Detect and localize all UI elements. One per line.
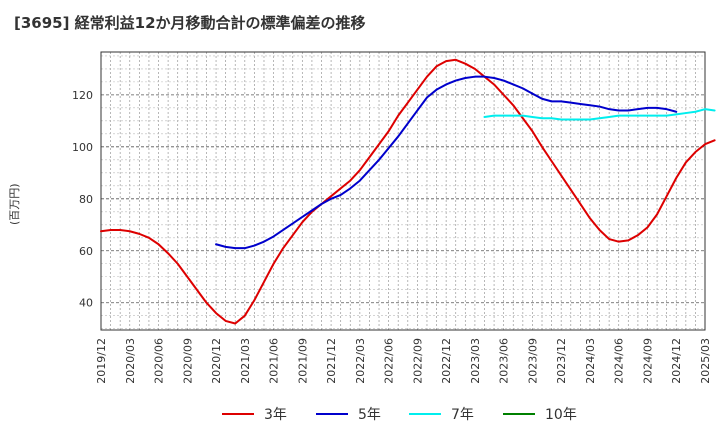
series-line-5年 xyxy=(215,75,678,250)
y-tick-label: 60 xyxy=(79,245,93,258)
x-tick-label: 2023/03 xyxy=(469,338,482,384)
x-tick-label: 2021/09 xyxy=(296,338,309,384)
series-line-7年 xyxy=(483,108,716,121)
x-tick-label: 2023/12 xyxy=(555,338,568,384)
x-tick-label: 2020/12 xyxy=(210,338,223,384)
x-tick-label: 2025/03 xyxy=(699,338,712,384)
y-tick-label: 100 xyxy=(72,141,93,154)
x-tick-label: 2022/12 xyxy=(440,338,453,384)
legend-label-10年: 10年 xyxy=(545,407,577,423)
x-tick-label: 2020/03 xyxy=(124,338,137,384)
x-tick-label: 2024/06 xyxy=(613,338,626,384)
x-tick-label: 2020/09 xyxy=(181,338,194,384)
x-tick-label: 2021/03 xyxy=(239,338,252,384)
chart-title: [3695] 経常利益12か月移動合計の標準偏差の推移 xyxy=(14,14,366,32)
x-tick-label: 2021/06 xyxy=(268,338,281,384)
legend-label-5年: 5年 xyxy=(358,407,381,423)
x-tick-label: 2019/12 xyxy=(95,338,108,384)
x-tick-label: 2022/09 xyxy=(411,338,424,384)
x-tick-label: 2020/06 xyxy=(153,338,166,384)
x-tick-label: 2024/03 xyxy=(584,338,597,384)
legend-label-3年: 3年 xyxy=(264,407,287,423)
x-tick-label: 2021/12 xyxy=(325,338,338,384)
x-tick-label: 2023/09 xyxy=(526,338,539,384)
series-line-3年 xyxy=(100,58,716,325)
legend-label-7年: 7年 xyxy=(451,407,474,423)
y-tick-label: 40 xyxy=(79,297,93,310)
x-tick-label: 2024/12 xyxy=(670,338,683,384)
y-tick-label: 120 xyxy=(72,89,93,102)
x-tick-label: 2023/06 xyxy=(498,338,511,384)
plot-frame xyxy=(100,51,706,331)
x-tick-label: 2024/09 xyxy=(641,338,654,384)
x-tick-label: 2022/06 xyxy=(383,338,396,384)
x-tick-label: 2022/03 xyxy=(354,338,367,384)
y-tick-label: 80 xyxy=(79,193,93,206)
